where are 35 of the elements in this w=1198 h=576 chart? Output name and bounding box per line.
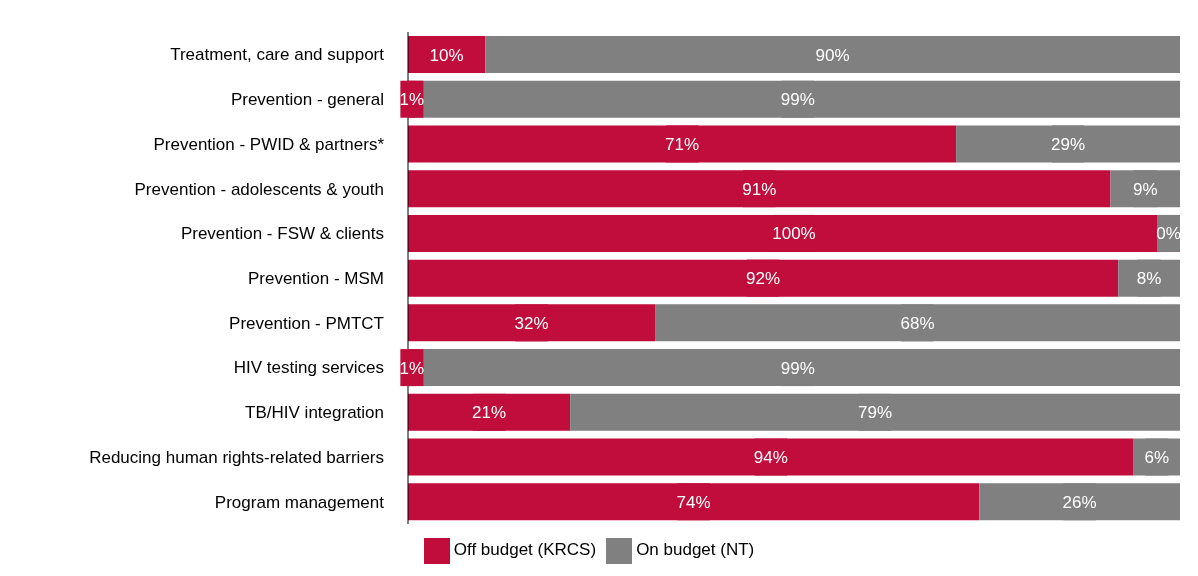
data-label: 26% bbox=[1062, 492, 1097, 512]
y-tick-label: Prevention - PWID & partners* bbox=[153, 134, 385, 154]
legend-label: Off budget (KRCS) bbox=[453, 540, 597, 560]
y-tick-label: Prevention - general bbox=[230, 90, 384, 110]
data-label: 99% bbox=[780, 90, 815, 110]
y-tick-label: Prevention - FSW & clients bbox=[180, 224, 384, 244]
legend-label: On budget (NT) bbox=[636, 540, 755, 560]
data-label: 1% bbox=[399, 358, 425, 378]
data-label: 29% bbox=[1051, 134, 1086, 154]
y-tick-label: TB/HIV integration bbox=[245, 403, 384, 423]
y-tick-label: HIV testing services bbox=[233, 358, 384, 378]
data-label: 0% bbox=[1156, 224, 1181, 244]
data-label: 8% bbox=[1136, 269, 1162, 289]
y-tick-label: Prevention - adolescents & youth bbox=[134, 179, 384, 199]
data-label: 1% bbox=[399, 90, 425, 110]
data-label: 92% bbox=[746, 269, 781, 289]
data-label: 68% bbox=[900, 313, 935, 333]
y-tick-label: Prevention - MSM bbox=[247, 269, 384, 289]
y-tick-label: Treatment, care and support bbox=[170, 45, 385, 65]
data-label: 21% bbox=[472, 403, 507, 423]
data-label: 99% bbox=[780, 358, 815, 378]
data-label: 91% bbox=[742, 179, 777, 199]
data-label: 79% bbox=[858, 403, 893, 423]
y-tick-label: Prevention - PMTCT bbox=[229, 313, 384, 333]
y-tick-label: Reducing human rights-related barriers bbox=[89, 447, 384, 467]
data-label: 100% bbox=[772, 224, 816, 244]
y-tick-label: Program management bbox=[214, 492, 385, 512]
data-label: 6% bbox=[1144, 448, 1170, 468]
data-label: 32% bbox=[514, 313, 549, 333]
data-label: 71% bbox=[665, 134, 700, 154]
data-label: 90% bbox=[815, 45, 850, 65]
data-label: 94% bbox=[753, 448, 788, 468]
data-label: 9% bbox=[1132, 179, 1158, 199]
data-label: 74% bbox=[676, 492, 711, 512]
data-label: 10% bbox=[429, 45, 464, 65]
